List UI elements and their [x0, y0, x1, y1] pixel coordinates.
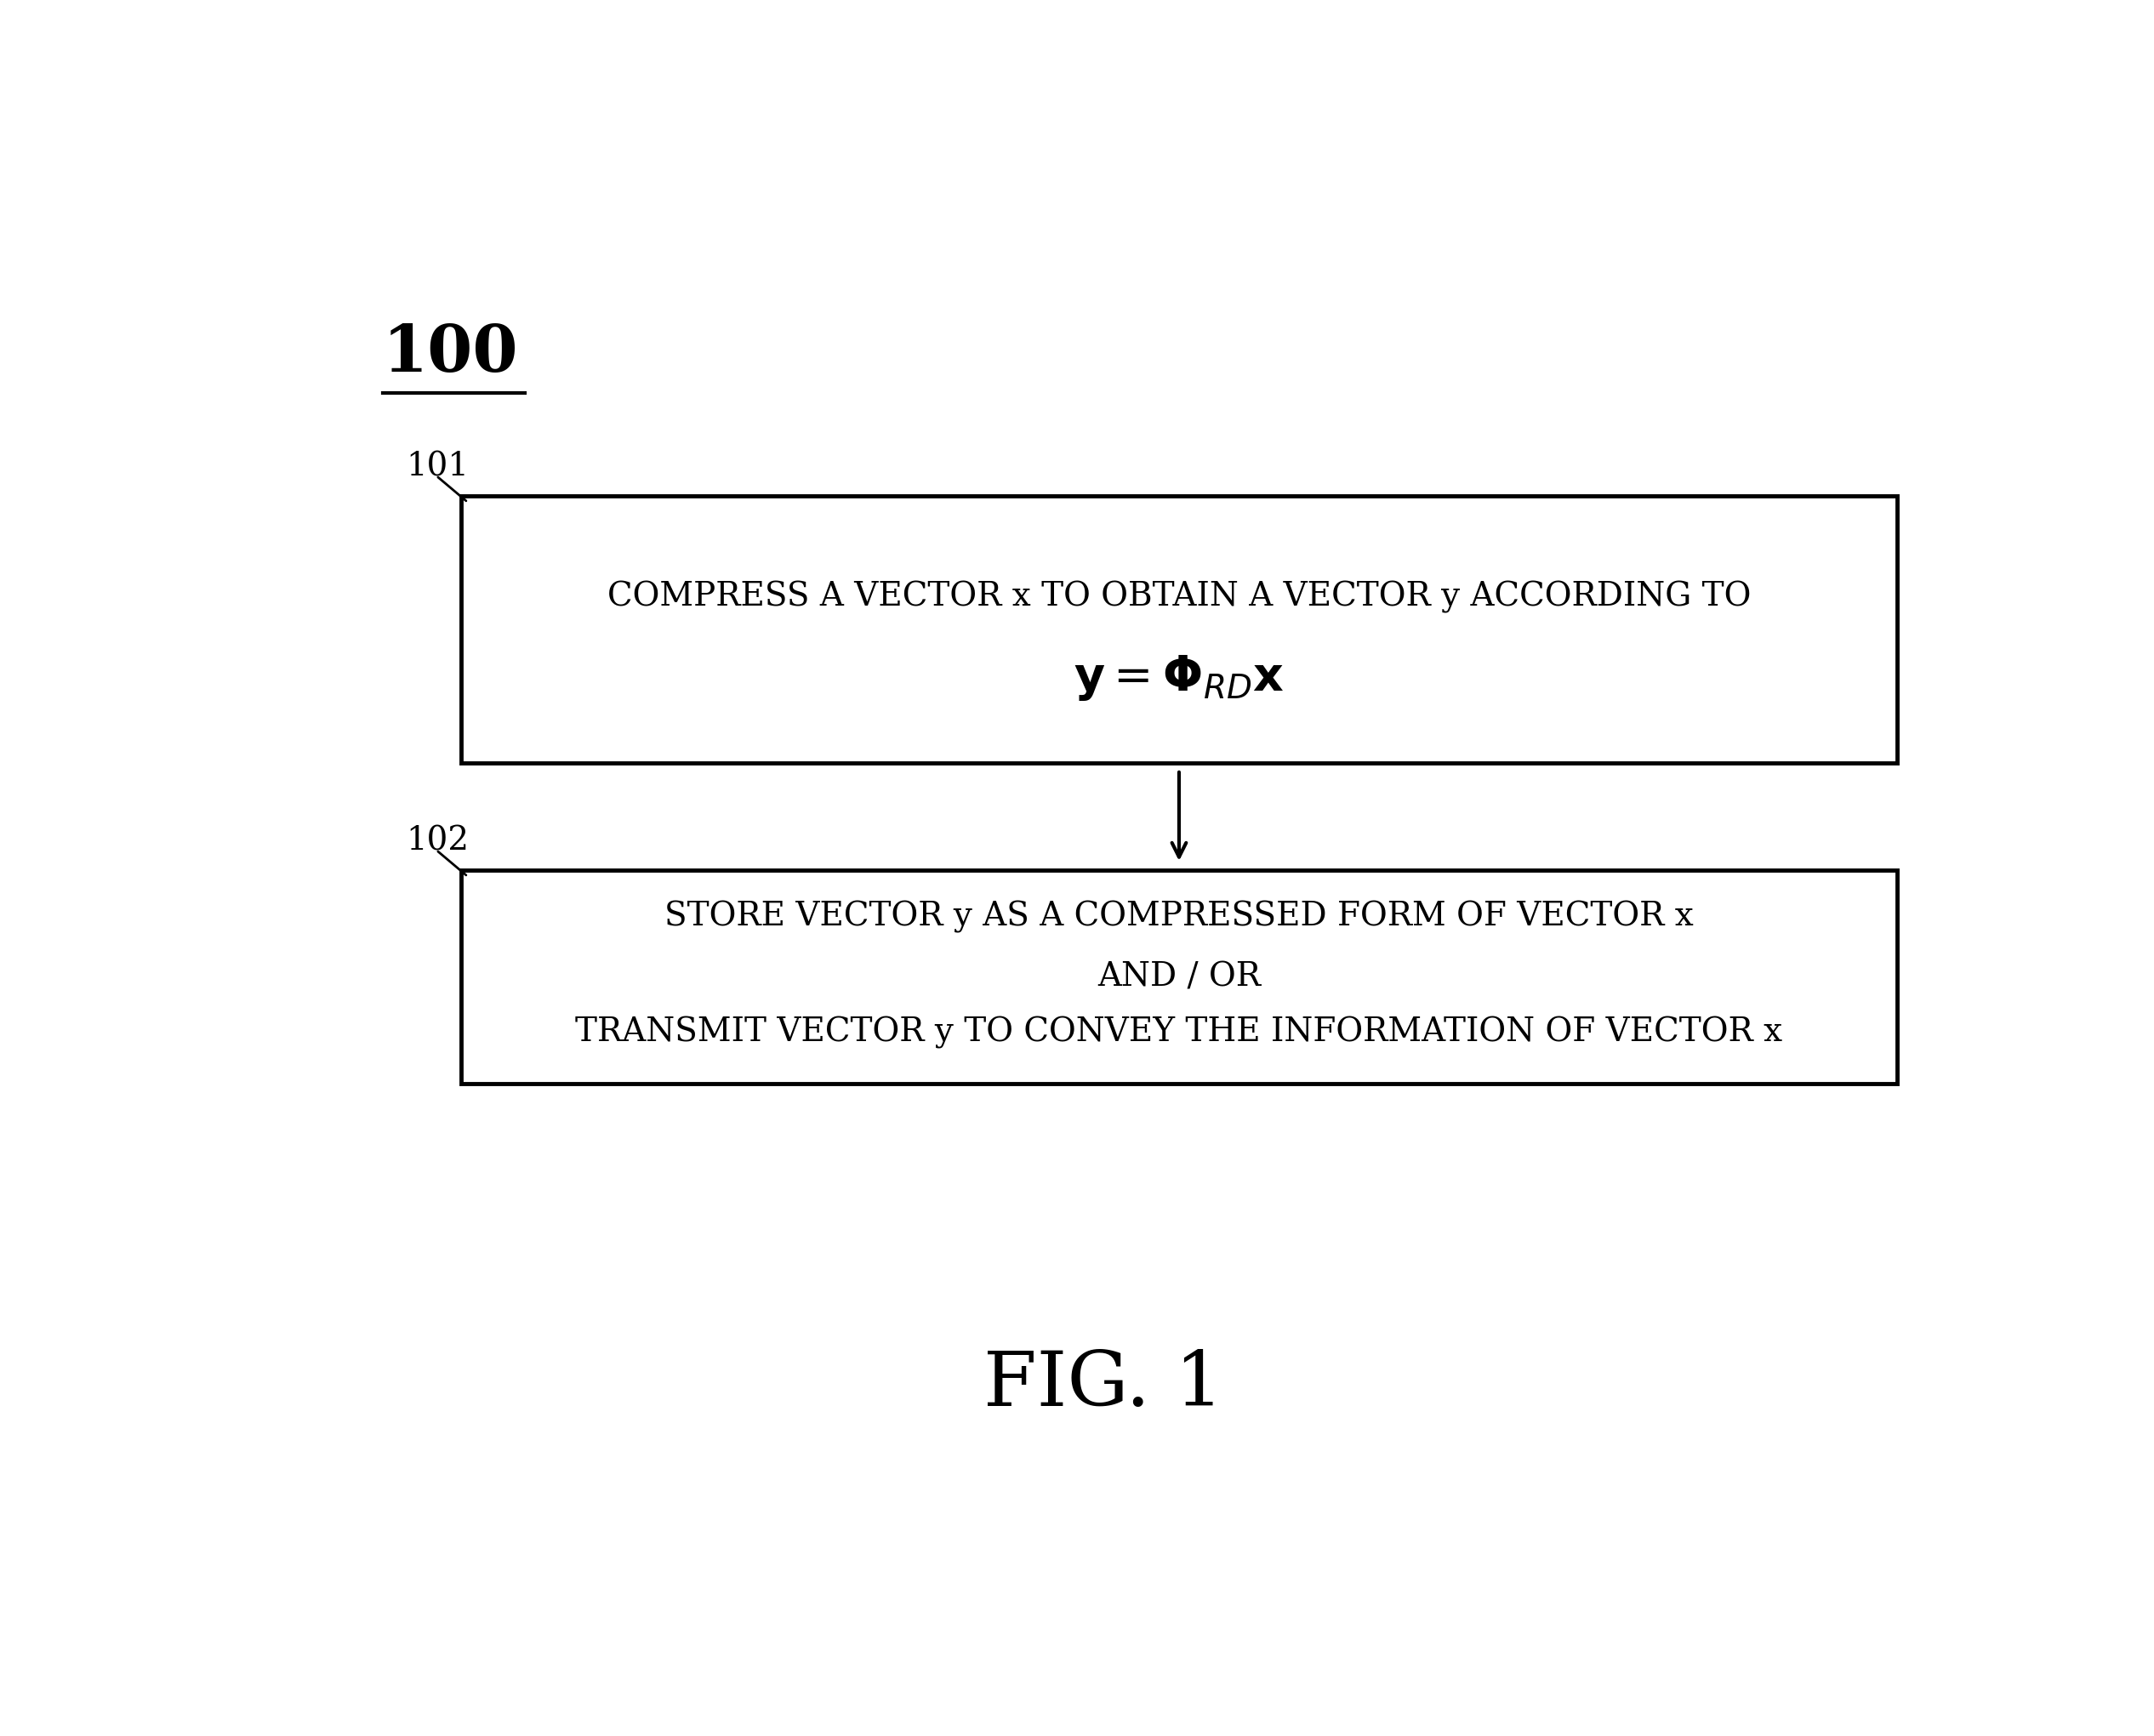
Text: $\mathbf{y} = \mathbf{\Phi}_{RD}\mathbf{x}$: $\mathbf{y} = \mathbf{\Phi}_{RD}\mathbf{…	[1075, 653, 1284, 701]
Bar	[461, 870, 1898, 1083]
Text: 101: 101	[407, 451, 470, 483]
Text: 100: 100	[383, 321, 519, 385]
Text: AND / OR: AND / OR	[1096, 962, 1260, 993]
Text: 102: 102	[407, 825, 470, 856]
Text: TRANSMIT VECTOR y TO CONVEY THE INFORMATION OF VECTOR x: TRANSMIT VECTOR y TO CONVEY THE INFORMAT…	[575, 1016, 1784, 1049]
Text: STORE VECTOR y AS A COMPRESSED FORM OF VECTOR x: STORE VECTOR y AS A COMPRESSED FORM OF V…	[663, 901, 1693, 934]
Bar	[461, 496, 1898, 764]
Text: FIG. 1: FIG. 1	[984, 1347, 1223, 1422]
Text: COMPRESS A VECTOR x TO OBTAIN A VECTOR y ACCORDING TO: COMPRESS A VECTOR x TO OBTAIN A VECTOR y…	[607, 582, 1751, 613]
